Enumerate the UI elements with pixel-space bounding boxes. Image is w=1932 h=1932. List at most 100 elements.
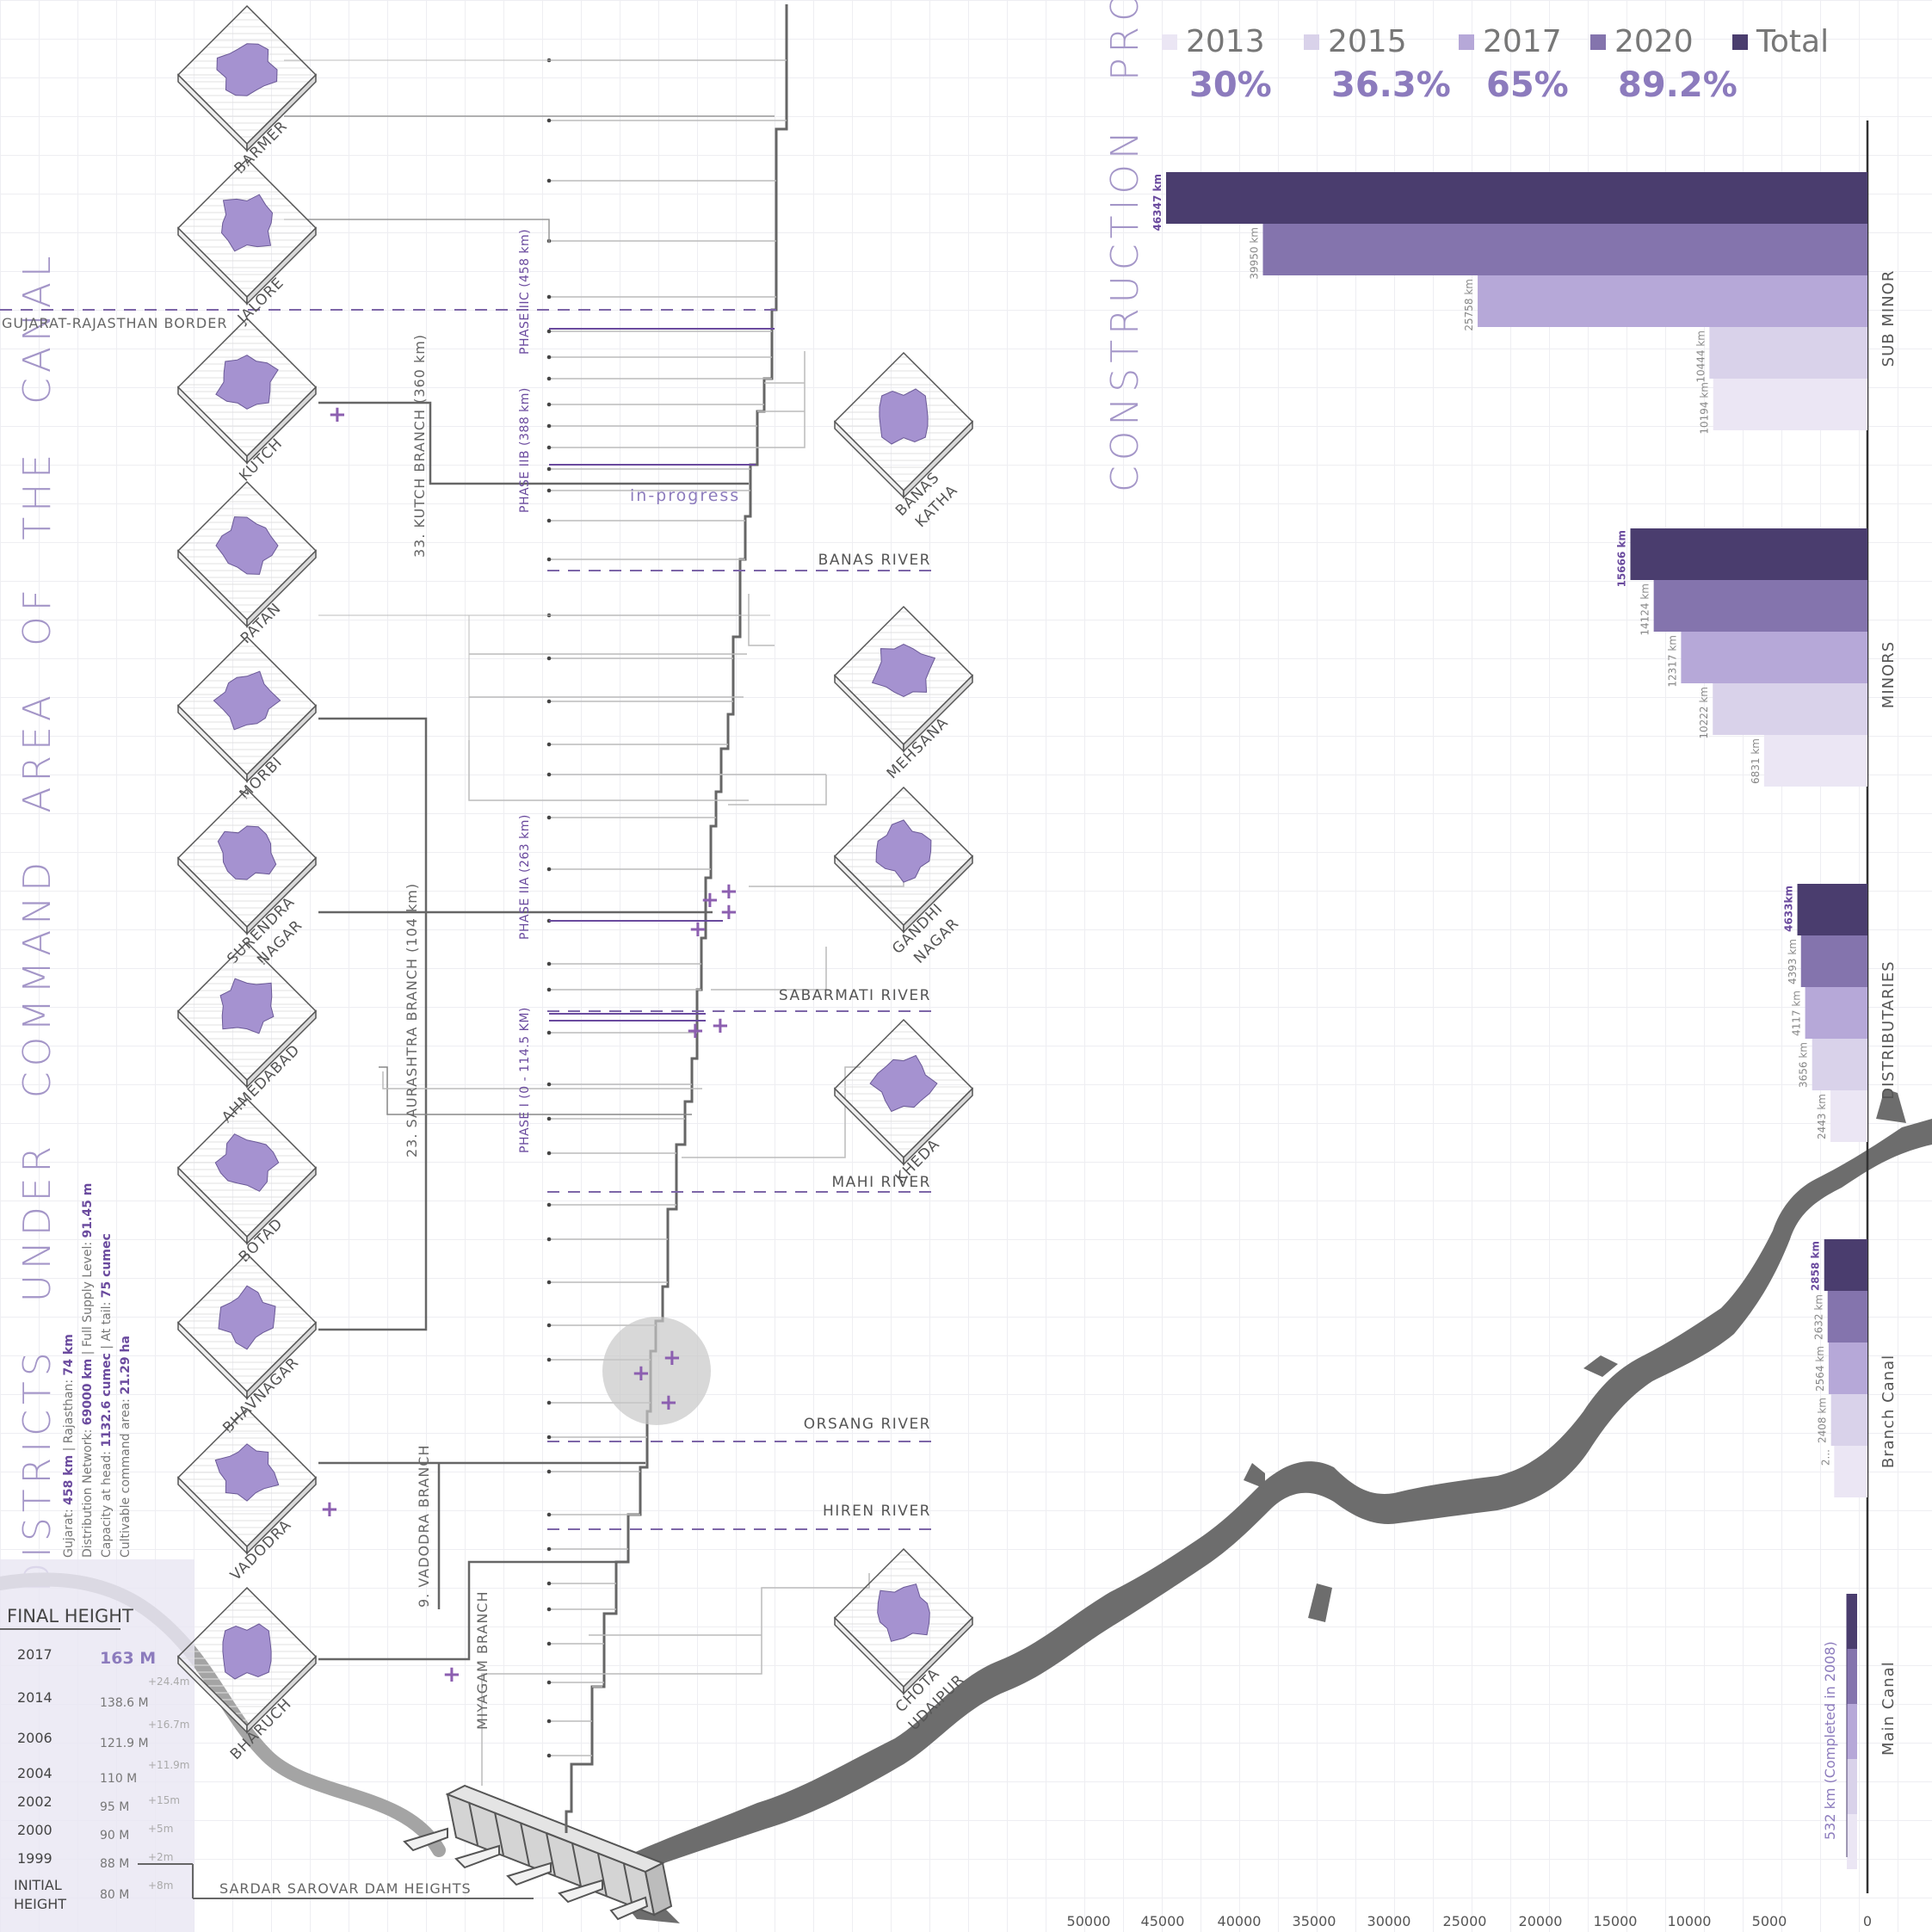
- svg-text:+: +: [320, 1497, 339, 1522]
- river-label: ORSANG RIVER: [804, 1416, 931, 1433]
- height-panel: [0, 1559, 194, 1932]
- category-label: SUB MINOR: [1880, 270, 1898, 367]
- vertical-title: DISTRICTS UNDER COMMAND AREA OF THE CANAL: [15, 251, 59, 1592]
- dam-heights-table: FINAL HEIGHT 2017 163 M +24.4m 2014 138.6 M +1…: [0, 1606, 189, 1912]
- height-year: 2006: [17, 1730, 52, 1746]
- bar: [1713, 683, 1867, 735]
- district-map-shape: [217, 825, 277, 880]
- title-word: THE: [15, 449, 59, 540]
- branch-label: MIYAGAM BRANCH: [474, 1590, 491, 1730]
- highlight-circle: [602, 1317, 711, 1425]
- svg-text:+: +: [659, 1390, 678, 1416]
- bar-label: 2632 km: [1813, 1294, 1825, 1340]
- narmada-river: [602, 1089, 1932, 1923]
- height-value: 163 M: [100, 1649, 156, 1668]
- svg-text:+: +: [632, 1361, 651, 1386]
- svg-text:+: +: [663, 1345, 682, 1371]
- bar-label: 2443 km: [1816, 1094, 1828, 1139]
- legend-percent: 65%: [1486, 65, 1569, 105]
- district-map-shape: [869, 1054, 938, 1113]
- branch-labels: 33. KUTCH BRANCH (360 km) 23. SAURASHTRA …: [404, 334, 491, 1730]
- svg-text:+: +: [719, 879, 738, 904]
- x-tick-label: 25000: [1443, 1913, 1487, 1929]
- branch-label: 9. VADODRA BRANCH: [416, 1444, 432, 1608]
- bar: [1262, 224, 1867, 275]
- legend-label: 2015: [1328, 24, 1407, 59]
- district-tile: BHARUCH: [176, 1586, 318, 1763]
- in-progress-label: in-progress: [630, 486, 740, 505]
- bar-label: 2408 km: [1817, 1398, 1829, 1443]
- district-tile: BOTAD: [176, 1097, 318, 1266]
- category-label: Branch Canal: [1880, 1355, 1898, 1468]
- main-canal-line: [565, 4, 788, 1833]
- bar: [1847, 1649, 1857, 1704]
- legend-percent: 36.3%: [1331, 65, 1451, 105]
- river-label: MAHI RIVER: [831, 1174, 931, 1191]
- district-tile: JALORE: [176, 157, 318, 328]
- district-map-shape: [222, 1623, 272, 1680]
- legend: 2013 30% 2015 36.3% 2017 65% 2020 89.2% Total: [1162, 24, 1829, 105]
- title-word: CANAL: [15, 251, 59, 404]
- bar-label: 4393 km: [1787, 939, 1799, 985]
- bar-label: 6831 km: [1750, 738, 1762, 784]
- bar: [1827, 1291, 1867, 1343]
- bar: [1797, 884, 1867, 935]
- district-tiles: BARMERJALOREKUTCHPATANMORBISURENDRANAGAR…: [176, 4, 974, 1763]
- legend-swatch: [1162, 34, 1177, 50]
- district-map-shape: [219, 978, 275, 1034]
- bar: [1830, 1090, 1867, 1142]
- x-tick-label: 10000: [1668, 1913, 1712, 1929]
- bar: [1830, 1394, 1867, 1446]
- district-tile: MEHSANA: [833, 605, 974, 782]
- bar: [1847, 1704, 1857, 1759]
- x-tick-label: 20000: [1519, 1913, 1563, 1929]
- bar-label: 10444 km: [1694, 330, 1707, 383]
- x-tick-label: 35000: [1293, 1913, 1336, 1929]
- height-year: INITIAL: [14, 1877, 62, 1893]
- district-map-shape: [877, 1583, 930, 1642]
- phase-label: PHASE IIB (388 km): [518, 387, 532, 513]
- height-delta: +5m: [148, 1823, 173, 1835]
- district-tile: KHEDA: [833, 1018, 974, 1187]
- bar: [1166, 172, 1867, 224]
- branch-label: 33. KUTCH BRANCH (360 km): [411, 334, 428, 558]
- district-tile: KUTCH: [176, 317, 318, 485]
- canal-stats: Gujarat: 458 km | Rajasthan: 74 km Distr…: [62, 1183, 133, 1558]
- final-height-title: FINAL HEIGHT: [7, 1606, 133, 1626]
- bar: [1824, 1239, 1867, 1291]
- height-delta: +8m: [148, 1880, 173, 1892]
- height-value: 80 M: [100, 1888, 129, 1902]
- bar: [1653, 580, 1867, 632]
- title-word: COMMAND: [15, 858, 59, 1098]
- x-tick-label: 5000: [1752, 1913, 1787, 1929]
- legend-percent: 30%: [1189, 65, 1272, 105]
- district-map-shape: [214, 1133, 280, 1192]
- phase-label: PHASE IIC (458 km): [518, 229, 532, 355]
- svg-text:+: +: [719, 899, 738, 925]
- district-tile: MORBI: [176, 635, 318, 803]
- bar-label: 14124 km: [1639, 583, 1651, 636]
- bar: [1763, 735, 1867, 787]
- title-word: UNDER: [15, 1143, 59, 1302]
- height-year: 2002: [17, 1793, 52, 1810]
- height-value: 110 M: [100, 1772, 137, 1786]
- river-label: HIREN RIVER: [823, 1503, 931, 1520]
- svg-text:Cultivable command area: 21.29: Cultivable command area: 21.29 ha: [119, 1336, 133, 1558]
- bar-label: 39950 km: [1248, 227, 1260, 280]
- sardar-sarovar-dam: [403, 1784, 673, 1921]
- district-map-shape: [220, 194, 274, 252]
- district-tile: PATAN: [176, 480, 318, 647]
- plus-markers: + + + ++ + + +++ ++: [320, 402, 738, 1688]
- x-tick-label: 30000: [1367, 1913, 1411, 1929]
- bar-label: 15666 km: [1616, 530, 1628, 587]
- height-year: 1999: [17, 1850, 52, 1867]
- svg-text:+: +: [688, 917, 707, 942]
- bar-label: 25758 km: [1463, 279, 1475, 331]
- svg-text:+: +: [701, 887, 719, 913]
- river-crossings: BANAS RIVER SABARMATI RIVER MAHI RIVER ORSA…: [547, 552, 935, 1530]
- svg-text:+: +: [328, 402, 347, 428]
